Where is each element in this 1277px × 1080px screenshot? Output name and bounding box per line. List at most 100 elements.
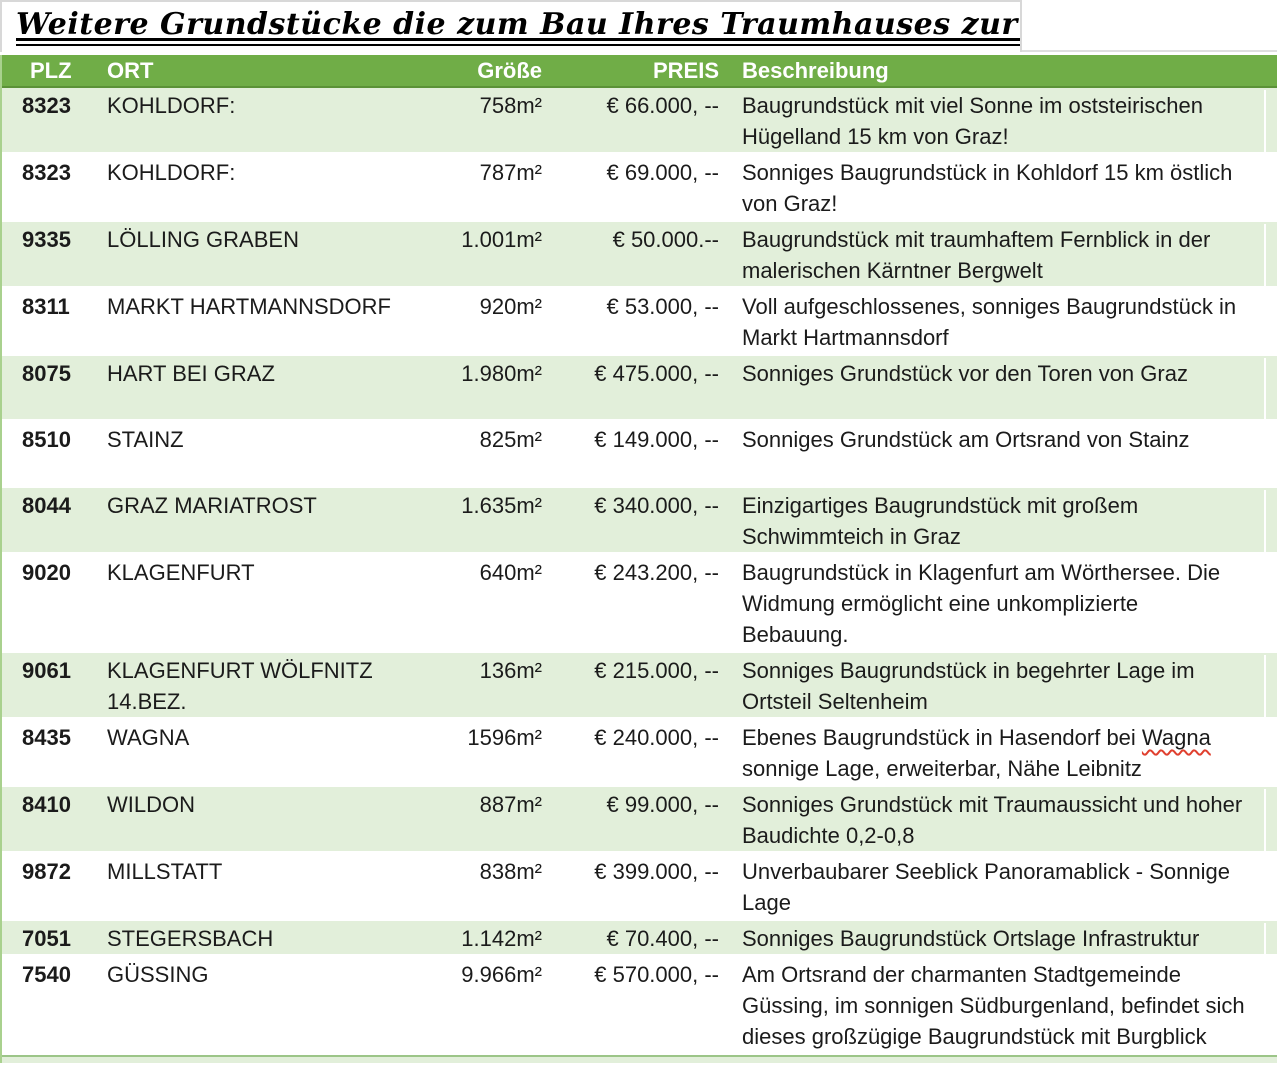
cell-preis: € 215.000, --	[594, 658, 719, 683]
cell-beschreibung: Sonniges Grundstück mit Traumaussicht un…	[742, 792, 1243, 848]
cell-beschreibung: Ebenes Baugrundstück in Hasendorf bei Wa…	[742, 725, 1211, 781]
table-row: 8323 KOHLDORF: 787m² € 69.000, -- Sonnig…	[2, 155, 1277, 222]
cell-preis: € 50.000.--	[612, 227, 719, 252]
row-edge-spacer	[1264, 224, 1277, 286]
cell-groesse: 9.966m²	[461, 962, 542, 987]
row-edge-spacer	[1264, 157, 1277, 219]
cell-ort: WILDON	[107, 792, 195, 817]
table-row: 9335 LÖLLING GRABEN 1.001m² € 50.000.-- …	[2, 222, 1277, 289]
cell-beschreibung: Einzigartiges Baugrundstück mit großem S…	[742, 493, 1139, 549]
cell-beschreibung: Sonniges Grundstück vor den Toren von Gr…	[742, 361, 1188, 386]
page-title: Weitere Grundstücke die zum Bau Ihres Tr…	[16, 8, 1020, 46]
cell-beschreibung: Sonniges Baugrundstück in begehrter Lage…	[742, 658, 1195, 714]
title-row: Weitere Grundstücke die zum Bau Ihres Tr…	[0, 0, 1277, 52]
cell-beschreibung: Sonniges Baugrundstück in Kohldorf 15 km…	[742, 160, 1233, 216]
row-edge-spacer	[1264, 856, 1277, 918]
row-edge-spacer	[1264, 923, 1277, 954]
row-edge-spacer	[1264, 789, 1277, 851]
cell-preis: € 99.000, --	[606, 792, 719, 817]
row-edge-spacer	[1264, 291, 1277, 353]
cell-preis: € 69.000, --	[606, 160, 719, 185]
cell-groesse: 640m²	[479, 560, 542, 585]
table-row: 9020 KLAGENFURT 640m² € 243.200, -- Baug…	[2, 555, 1277, 653]
row-edge-spacer	[1264, 959, 1277, 1052]
cell-groesse: 1.980m²	[461, 361, 542, 386]
title-box: Weitere Grundstücke die zum Bau Ihres Tr…	[0, 0, 1022, 52]
cell-plz: 8435	[22, 725, 71, 750]
cell-groesse: 1596m²	[467, 725, 542, 750]
table-row: 8075 HART BEI GRAZ 1.980m² € 475.000, --…	[2, 356, 1277, 422]
cell-groesse: 787m²	[479, 160, 542, 185]
row-edge-spacer	[1264, 655, 1277, 717]
cell-preis: € 570.000, --	[594, 962, 719, 987]
cell-plz: 8311	[22, 294, 70, 319]
cell-ort: KLAGENFURT WÖLFNITZ 14.BEZ.	[107, 658, 373, 714]
header-cell-ort: ORT	[107, 57, 154, 83]
cell-groesse: 1.635m²	[461, 493, 542, 518]
cell-preis: € 240.000, --	[594, 725, 719, 750]
cell-beschreibung: Sonniges Grundstück am Ortsrand von Stai…	[742, 427, 1190, 452]
cell-beschreibung: Baugrundstück in Klagenfurt am Wörtherse…	[742, 560, 1221, 647]
cell-beschreibung: Voll aufgeschlossenes, sonniges Baugrund…	[742, 294, 1237, 350]
cell-groesse: 838m²	[479, 859, 542, 884]
cell-preis: € 475.000, --	[594, 361, 719, 386]
cell-beschreibung: Am Ortsrand der charmanten Stadtgemeinde…	[742, 962, 1245, 1049]
cell-groesse: 758m²	[479, 93, 542, 118]
table-row: 7051 STEGERSBACH 1.142m² € 70.400, -- So…	[2, 921, 1277, 957]
header-cell-plz: PLZ	[30, 57, 72, 83]
cell-preis: € 149.000, --	[594, 427, 719, 452]
cell-preis: € 340.000, --	[594, 493, 719, 518]
cell-ort: MILLSTATT	[107, 859, 223, 884]
cell-beschreibung: Baugrundstück mit traumhaftem Fernblick …	[742, 227, 1211, 283]
cell-beschreibung: Baugrundstück mit viel Sonne im oststeir…	[742, 93, 1203, 149]
cell-ort: WAGNA	[107, 725, 190, 750]
header-cell-beschreibung: Beschreibung	[742, 57, 889, 83]
table-row: 8510 STAINZ 825m² € 149.000, -- Sonniges…	[2, 422, 1277, 488]
cell-ort: KOHLDORF:	[107, 160, 236, 185]
bottom-partial-row	[2, 1055, 1277, 1063]
cell-groesse: 887m²	[479, 792, 542, 817]
table-row: 8044 GRAZ MARIATROST 1.635m² € 340.000, …	[2, 488, 1277, 555]
cell-ort: KOHLDORF:	[107, 93, 236, 118]
cell-ort: GÜSSING	[107, 962, 209, 987]
cell-plz: 9020	[22, 560, 71, 585]
cell-plz: 9335	[22, 227, 71, 252]
cell-ort: LÖLLING GRABEN	[107, 227, 299, 252]
cell-plz: 8323	[22, 93, 71, 118]
cell-plz: 8510	[22, 427, 71, 452]
cell-ort: HART BEI GRAZ	[107, 361, 275, 386]
cell-groesse: 1.142m²	[461, 926, 542, 951]
cell-groesse: 825m²	[479, 427, 542, 452]
row-edge-spacer	[1264, 424, 1277, 485]
cell-plz: 8075	[22, 361, 71, 386]
cell-beschreibung: Unverbaubarer Seeblick Panoramablick - S…	[742, 859, 1230, 915]
cell-plz: 9872	[22, 859, 71, 884]
cell-preis: € 243.200, --	[594, 560, 719, 585]
cell-plz: 7051	[22, 926, 71, 951]
cell-ort: MARKT HARTMANNSDORF	[107, 294, 391, 319]
cell-ort: STAINZ	[107, 427, 184, 452]
table-row: 9061 KLAGENFURT WÖLFNITZ 14.BEZ. 136m² €…	[2, 653, 1277, 720]
table-row: 8323 KOHLDORF: 758m² € 66.000, -- Baugru…	[2, 88, 1277, 155]
listings-table: PLZ ORT Größe PREIS Beschreibung 8323 KO…	[0, 55, 1277, 1063]
cell-groesse: 1.001m²	[461, 227, 542, 252]
cell-preis: € 399.000, --	[594, 859, 719, 884]
cell-preis: € 53.000, --	[606, 294, 719, 319]
cell-preis: € 66.000, --	[606, 93, 719, 118]
table-row: 8435 WAGNA 1596m² € 240.000, -- Ebenes B…	[2, 720, 1277, 787]
table-header-row: PLZ ORT Größe PREIS Beschreibung	[2, 55, 1277, 88]
cell-plz: 8323	[22, 160, 71, 185]
cell-ort: KLAGENFURT	[107, 560, 255, 585]
row-edge-spacer	[1264, 722, 1277, 784]
cell-preis: € 70.400, --	[606, 926, 719, 951]
cell-ort: STEGERSBACH	[107, 926, 274, 951]
cell-beschreibung: Sonniges Baugrundstück Ortslage Infrastr…	[742, 926, 1200, 951]
table-row: 8311 MARKT HARTMANNSDORF 920m² € 53.000,…	[2, 289, 1277, 356]
row-edge-spacer	[1264, 557, 1277, 650]
cell-groesse: 920m²	[479, 294, 542, 319]
table-row: 8410 WILDON 887m² € 99.000, -- Sonniges …	[2, 787, 1277, 854]
cell-plz: 8044	[22, 493, 71, 518]
cell-ort: GRAZ MARIATROST	[107, 493, 317, 518]
misspelled-word: Wagna	[1141, 725, 1211, 750]
